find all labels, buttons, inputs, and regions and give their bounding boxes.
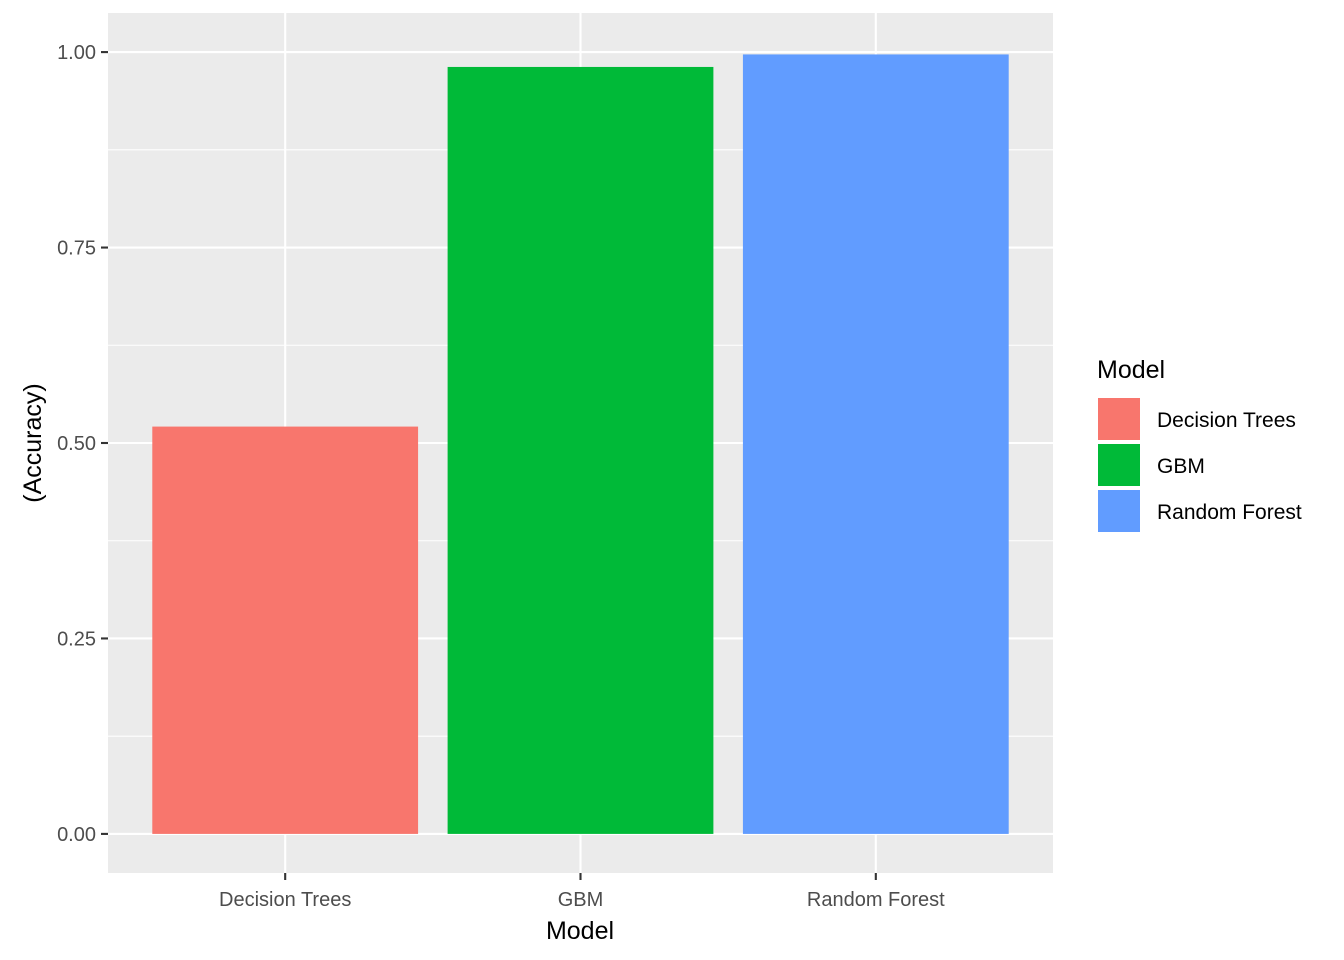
y-tick-label: 1.00 — [57, 42, 96, 64]
x-tick-label: GBM — [558, 889, 604, 911]
legend: Model Decision Trees GBM Random Forest — [1096, 356, 1302, 534]
x-tick-label: Random Forest — [807, 889, 945, 911]
y-tick-label: 0.00 — [57, 824, 96, 846]
y-axis: 0.00 0.25 0.50 0.75 1.00 — [57, 42, 108, 846]
x-axis: Decision Trees GBM Random Forest — [219, 873, 945, 911]
x-tick-label: Decision Trees — [219, 889, 351, 911]
bar-decision-trees — [152, 426, 419, 834]
legend-label: GBM — [1157, 455, 1205, 478]
x-axis-title: Model — [546, 917, 614, 945]
y-axis-title: (Accuracy) — [19, 383, 47, 502]
y-tick-label: 0.25 — [57, 628, 96, 650]
legend-key — [1096, 442, 1142, 488]
legend-key — [1096, 488, 1142, 534]
legend-key — [1096, 396, 1142, 442]
bars — [152, 54, 1009, 834]
y-tick-label: 0.50 — [57, 433, 96, 455]
legend-label: Decision Trees — [1157, 409, 1296, 432]
bar-gbm — [447, 66, 714, 834]
y-tick-label: 0.75 — [57, 238, 96, 260]
bar-random-forest — [742, 54, 1009, 834]
legend-title: Model — [1097, 356, 1165, 384]
legend-label: Random Forest — [1157, 501, 1302, 524]
